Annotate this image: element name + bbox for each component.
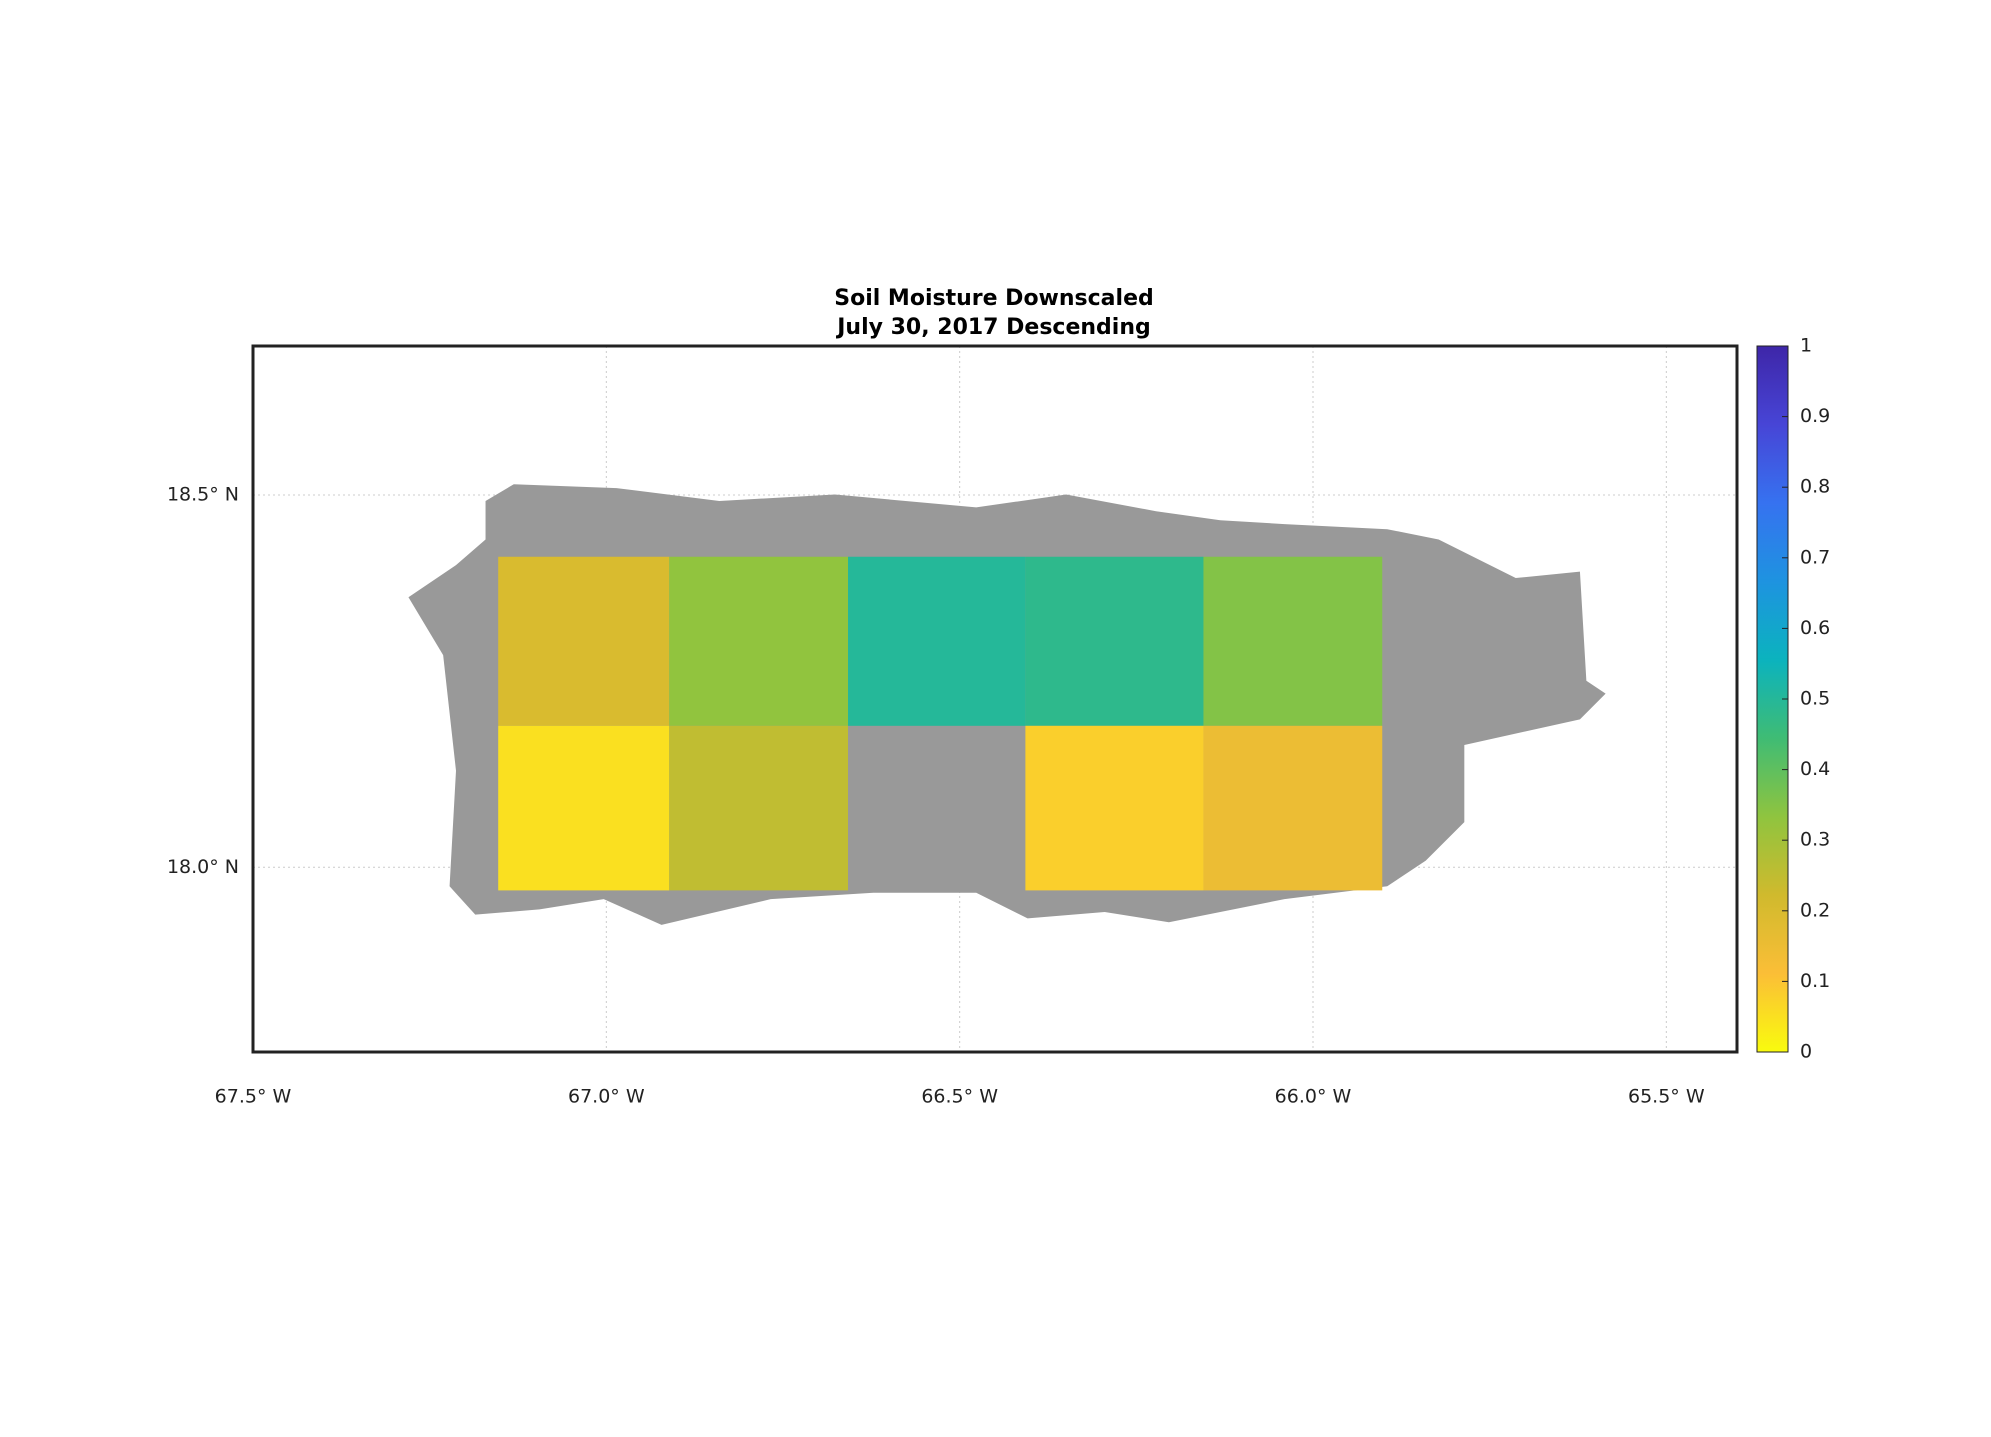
colorbar-tick-label: 1 — [1800, 335, 1812, 357]
cell — [669, 556, 849, 726]
cell — [1025, 556, 1204, 726]
x-tick-label: 66.5° W — [921, 1086, 998, 1108]
colorbar-tick-label: 0.3 — [1800, 829, 1830, 851]
y-tick-label: 18.0° N — [167, 856, 239, 878]
cell — [1025, 725, 1204, 891]
cell — [498, 556, 670, 726]
x-tick-label: 67.0° W — [568, 1086, 645, 1108]
cell — [1203, 725, 1383, 891]
chart-subtitle: July 30, 2017 Descending — [835, 315, 1151, 340]
y-tick-label: 18.5° N — [167, 483, 239, 505]
cell — [1203, 556, 1383, 726]
x-tick-label: 66.0° W — [1275, 1086, 1352, 1108]
colorbar-tick-label: 0.8 — [1800, 476, 1830, 498]
colorbar-tick-label: 0.4 — [1800, 758, 1830, 780]
plot-frame — [251, 344, 1739, 1054]
cell — [669, 725, 849, 891]
colorbar-tick-label: 0.2 — [1800, 899, 1830, 921]
cell — [848, 556, 1026, 726]
x-tick-label: 65.5° W — [1628, 1086, 1705, 1108]
colorbar-tick-label: 0.1 — [1800, 970, 1830, 992]
chart-title: Soil Moisture Downscaled — [834, 286, 1154, 311]
x-tick-label: 67.5° W — [215, 1086, 292, 1108]
colorbar-tick-label: 0.6 — [1800, 617, 1830, 639]
cell — [498, 725, 670, 891]
colorbar-tick-label: 0 — [1800, 1041, 1812, 1063]
colorbar-tick-label: 0.7 — [1800, 546, 1830, 568]
colorbar-tick-label: 0.5 — [1800, 688, 1830, 710]
colorbar-tick-label: 0.9 — [1800, 405, 1830, 427]
